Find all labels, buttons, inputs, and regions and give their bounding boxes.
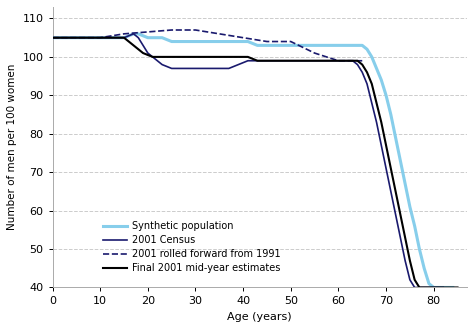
2001 rolled forward from 1991	[240, 36, 246, 40]
Final 2001 mid-year estimates	[92, 36, 98, 40]
Final 2001 mid-year estimates	[50, 36, 55, 40]
Synthetic population	[255, 43, 260, 47]
Final 2001 mid-year estimates	[59, 36, 65, 40]
2001 Census	[440, 286, 446, 290]
2001 rolled forward from 1991	[97, 36, 103, 40]
2001 rolled forward from 1991	[336, 59, 341, 63]
2001 rolled forward from 1991	[312, 51, 318, 55]
Synthetic population	[173, 39, 179, 43]
2001 rolled forward from 1991	[145, 30, 151, 34]
Synthetic population	[117, 36, 122, 40]
2001 Census	[73, 36, 79, 40]
Synthetic population	[50, 36, 55, 40]
2001 Census	[359, 70, 365, 74]
2001 rolled forward from 1991	[169, 28, 174, 32]
2001 Census	[50, 36, 55, 40]
Synthetic population	[431, 286, 437, 290]
Y-axis label: Number of men per 100 women: Number of men per 100 women	[7, 64, 17, 230]
Final 2001 mid-year estimates	[359, 63, 365, 66]
Final 2001 mid-year estimates	[417, 286, 422, 290]
Legend: Synthetic population, 2001 Census, 2001 rolled forward from 1991, Final 2001 mid: Synthetic population, 2001 Census, 2001 …	[99, 217, 284, 277]
Synthetic population	[178, 39, 184, 43]
2001 rolled forward from 1991	[121, 32, 127, 36]
2001 rolled forward from 1991	[73, 36, 79, 40]
X-axis label: Age (years): Age (years)	[228, 312, 292, 322]
Line: Final 2001 mid-year estimates: Final 2001 mid-year estimates	[53, 38, 457, 288]
2001 rolled forward from 1991	[359, 59, 365, 63]
2001 Census	[336, 59, 341, 63]
2001 Census	[107, 36, 112, 40]
Synthetic population	[131, 32, 137, 36]
Final 2001 mid-year estimates	[69, 36, 74, 40]
Synthetic population	[436, 286, 441, 290]
Final 2001 mid-year estimates	[393, 190, 399, 193]
Final 2001 mid-year estimates	[455, 286, 460, 290]
2001 Census	[131, 32, 137, 36]
Synthetic population	[450, 286, 456, 290]
2001 Census	[136, 36, 141, 40]
Line: 2001 Census: 2001 Census	[53, 34, 443, 288]
Synthetic population	[192, 39, 198, 43]
2001 rolled forward from 1991	[50, 36, 55, 40]
2001 Census	[412, 286, 418, 290]
Final 2001 mid-year estimates	[245, 55, 251, 59]
Line: Synthetic population: Synthetic population	[53, 34, 453, 288]
2001 Census	[288, 59, 293, 63]
2001 rolled forward from 1991	[217, 32, 222, 36]
2001 rolled forward from 1991	[264, 39, 270, 43]
2001 rolled forward from 1991	[288, 39, 293, 43]
2001 rolled forward from 1991	[192, 28, 198, 32]
Line: 2001 rolled forward from 1991: 2001 rolled forward from 1991	[53, 30, 362, 61]
